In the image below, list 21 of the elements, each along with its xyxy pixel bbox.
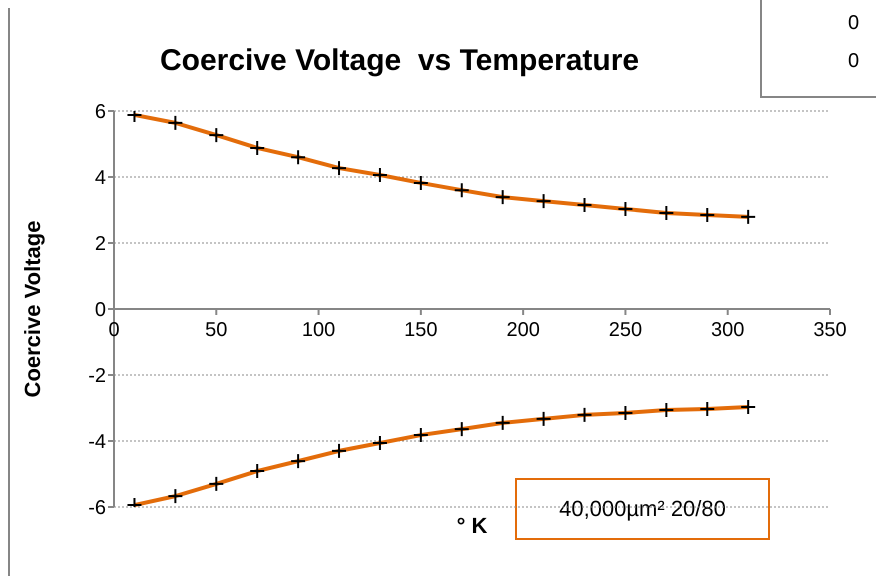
x-tick-label: 100: [302, 319, 336, 341]
y-tick-label: 2: [94, 233, 106, 256]
x-tick-label: 50: [205, 319, 228, 341]
x-tick-label: 350: [813, 319, 847, 341]
x-tick-label: 0: [108, 319, 120, 341]
y-tick-label: 4: [94, 167, 106, 190]
x-tick-label: 200: [506, 319, 540, 341]
note-box: 40,000µm² 20/80: [515, 478, 770, 540]
y-tick-label: -2: [88, 365, 106, 388]
chart-title: Coercive Voltage vs Temperature: [160, 44, 640, 78]
y-tick-label: -6: [88, 497, 106, 520]
x-axis-title: ° K: [456, 513, 488, 538]
y-tick-label: 0: [94, 299, 106, 322]
y-axis-title: Coercive Voltage: [20, 220, 45, 398]
x-tick-label: 300: [711, 319, 744, 341]
x-tick-label: 250: [608, 319, 642, 341]
x-tick-label: 150: [404, 319, 438, 341]
y-tick-label: -4: [88, 431, 106, 454]
text: 0: [848, 50, 860, 73]
y-tick-label: 6: [94, 101, 106, 124]
text: 0: [848, 12, 860, 35]
